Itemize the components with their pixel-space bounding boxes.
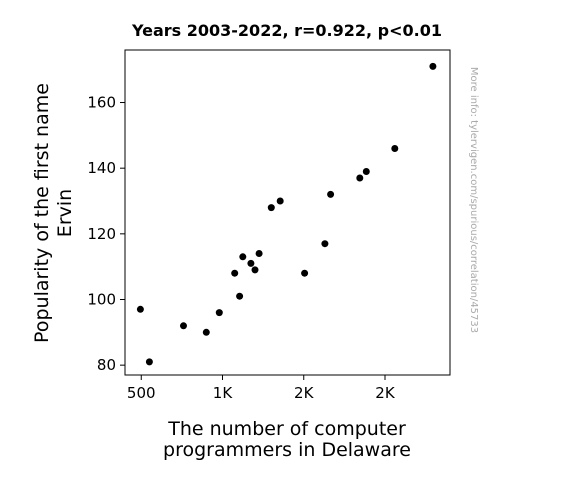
data-point [202, 328, 210, 336]
data-point [145, 358, 153, 366]
data-point [236, 292, 244, 300]
data-point [321, 240, 329, 248]
y-axis-ticks: 80 100 120 140 160 [87, 94, 125, 374]
x-tick-label: 500 [127, 384, 156, 402]
x-axis-ticks: 500 1K 2K 2K [127, 375, 396, 402]
data-point [247, 259, 255, 267]
y-tick-label: 160 [87, 94, 116, 112]
y-tick-label: 120 [87, 225, 116, 243]
data-point [391, 145, 399, 152]
y-axis-label-line-1: Popularity of the first name [31, 83, 53, 343]
data-point [327, 190, 335, 198]
data-point [356, 174, 364, 182]
data-point [231, 269, 239, 277]
y-tick-label: 100 [87, 290, 116, 308]
data-point [215, 309, 223, 317]
data-point [276, 197, 284, 205]
x-tick-label: 1K [213, 384, 234, 402]
x-axis-label-line-1: The number of computer [167, 418, 406, 440]
data-point [136, 305, 144, 313]
data-point [301, 269, 309, 277]
y-tick-label: 80 [97, 356, 116, 374]
chart-title: Years 2003-2022, r=0.922, p<0.01 [131, 21, 442, 40]
plot-area [124, 49, 451, 376]
data-point [251, 266, 259, 274]
data-point [255, 250, 263, 257]
data-point [362, 168, 370, 175]
x-axis-label-line-2: programmers in Delaware [163, 439, 411, 461]
x-tick-label: 2K [294, 384, 315, 402]
data-point [180, 322, 187, 330]
data-point [429, 62, 437, 70]
y-axis-label-line-2: Ervin [54, 189, 76, 237]
y-tick-label: 140 [87, 159, 116, 177]
x-tick-label: 2K [375, 384, 396, 402]
data-points [136, 62, 437, 366]
data-point [267, 204, 275, 212]
data-point [239, 253, 247, 261]
watermark-text: More info: tylervigen.com/spurious/corre… [468, 67, 479, 333]
